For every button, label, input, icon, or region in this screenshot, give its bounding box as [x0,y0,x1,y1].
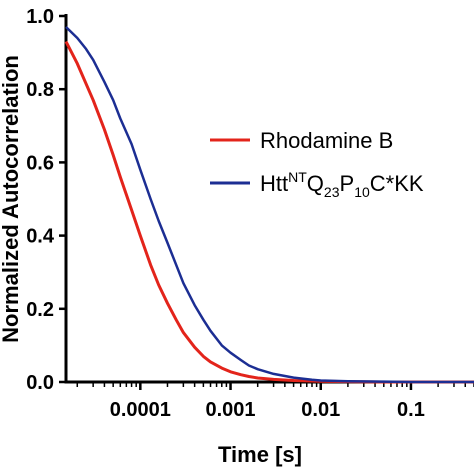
legend-htt-p: P [340,171,355,196]
legend-htt-q: Q [307,171,324,196]
x-tick-label: 0.0001 [110,399,171,421]
legend-label-rhodamine-b: Rhodamine B [260,128,393,153]
series-line-htt [65,26,474,384]
legend: Rhodamine B HttNTQ23P10C*KK [210,128,424,200]
x-tick-label: 0.01 [301,399,340,421]
series-lines [64,26,474,384]
y-tick-label: 0.6 [26,152,54,174]
y-axis-title: Normalized Autocorrelation [0,55,23,343]
legend-htt-tail: C*KK [370,171,424,196]
axes [59,14,474,390]
y-tick-label: 0.8 [26,79,54,101]
series-line-rhodamine-b [64,40,474,384]
legend-label-htt: HttNTQ23P10C*KK [260,169,424,200]
y-tick-label: 0.4 [26,226,55,248]
y-tick-label: 1.0 [26,6,54,28]
y-tick-label: 0.2 [26,299,54,321]
legend-htt-sup: NT [288,169,307,185]
legend-htt-sub2: 10 [354,184,370,200]
tick-labels: 0.0 0.2 0.4 0.6 0.8 1.0 0.0001 0.001 0.01 0.1 [26,6,425,421]
x-axis-title: Time [s] [218,442,302,467]
x-tick-label: 0.001 [205,399,255,421]
y-tick-label: 0.0 [26,372,54,394]
x-tick-label: 0.1 [397,399,425,421]
legend-htt-base: Htt [260,171,288,196]
legend-label-rhodamine-b-text: Rhodamine B [260,128,393,153]
legend-htt-sub1: 23 [324,184,340,200]
